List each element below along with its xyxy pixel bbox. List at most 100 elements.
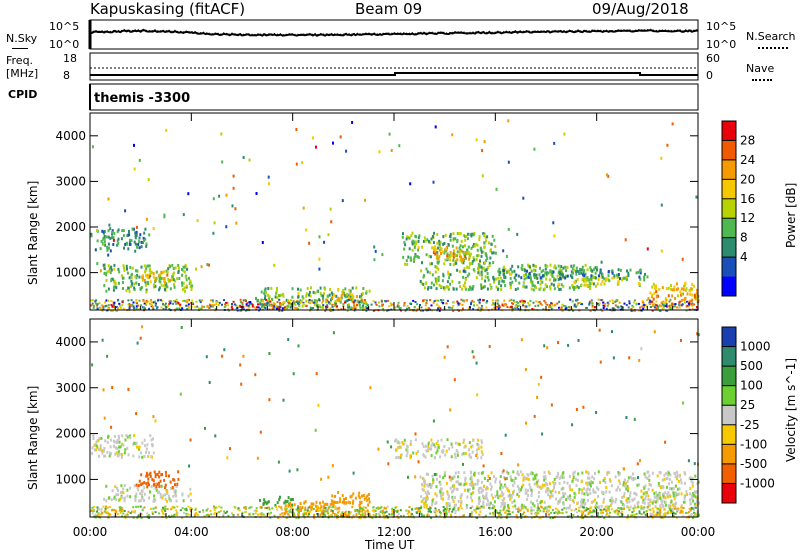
data-cell: [588, 488, 591, 492]
data-cell: [430, 454, 433, 458]
data-cell: [316, 289, 319, 293]
data-cell: [562, 502, 565, 506]
data-cell: [280, 506, 283, 510]
data-cell: [511, 264, 514, 268]
data-cell: [480, 283, 483, 287]
data-cell: [111, 489, 114, 493]
data-cell: [597, 505, 600, 509]
clutter-cell: [132, 306, 135, 309]
clutter-cell: [327, 514, 330, 517]
data-cell: [694, 474, 697, 478]
clutter-cell: [213, 513, 216, 516]
data-cell: [626, 500, 629, 504]
sparse-cell: [229, 447, 231, 451]
data-cell: [413, 245, 416, 249]
data-cell: [358, 509, 361, 513]
data-cell: [147, 481, 150, 485]
sparse-cell: [480, 250, 483, 254]
data-cell: [105, 289, 108, 293]
data-cell: [673, 471, 676, 475]
data-cell: [410, 234, 413, 238]
data-cell: [361, 494, 363, 498]
sparse-cell: [102, 242, 105, 246]
data-cell: [445, 502, 448, 506]
data-cell: [504, 485, 507, 488]
data-cell: [547, 271, 550, 275]
data-cell: [152, 451, 155, 455]
clutter-cell: [596, 506, 598, 509]
data-cell: [485, 494, 488, 498]
data-cell: [532, 477, 535, 481]
data-cell: [557, 285, 559, 288]
data-cell: [531, 502, 534, 506]
data-cell: [438, 248, 441, 252]
sparse-cell: [462, 269, 465, 273]
data-cell: [449, 238, 452, 242]
data-cell: [115, 286, 118, 290]
clutter-cell: [630, 514, 632, 517]
data-cell: [323, 505, 326, 509]
data-cell: [596, 268, 598, 272]
data-cell: [464, 234, 467, 238]
data-cell: [660, 502, 663, 506]
data-cell: [440, 252, 442, 255]
sparse-cell: [315, 372, 318, 376]
clutter-cell: [198, 307, 200, 310]
data-cell: [584, 502, 587, 505]
clutter-cell: [183, 299, 186, 302]
clutter-cell: [384, 511, 387, 514]
clutter-cell: [694, 513, 697, 516]
clutter-cell: [287, 513, 290, 516]
data-cell: [128, 233, 131, 237]
data-cell: [97, 439, 100, 443]
clutter-cell: [340, 515, 343, 517]
data-cell: [473, 471, 476, 475]
noise-right-tick-top: 10^5: [706, 20, 737, 33]
data-cell: [476, 482, 479, 486]
clutter-cell: [589, 309, 592, 312]
sparse-cell: [221, 354, 224, 358]
clutter-cell: [545, 303, 547, 306]
data-cell: [573, 286, 576, 290]
data-cell: [629, 494, 632, 498]
data-cell: [617, 280, 620, 284]
clutter-cell: [361, 306, 364, 309]
clutter-cell: [614, 509, 617, 512]
data-cell: [442, 274, 445, 278]
data-cell: [305, 299, 308, 303]
data-cell: [585, 488, 588, 492]
data-cell: [633, 491, 636, 495]
data-cell: [554, 278, 557, 282]
data-cell: [147, 455, 150, 458]
data-cell: [666, 477, 669, 480]
clutter-cell: [322, 304, 325, 307]
data-cell: [651, 488, 654, 492]
clutter-cell: [523, 300, 525, 303]
clutter-cell: [364, 506, 367, 509]
clutter-cell: [155, 506, 157, 509]
data-cell: [360, 297, 363, 301]
clutter-cell: [110, 300, 113, 303]
clutter-cell: [397, 306, 400, 309]
data-cell: [480, 450, 483, 454]
clutter-cell: [317, 510, 320, 512]
data-cell: [448, 494, 450, 498]
sparse-cell: [102, 388, 105, 392]
data-cell: [117, 450, 120, 454]
data-cell: [347, 296, 350, 300]
data-cell: [434, 277, 437, 281]
data-cell: [329, 287, 332, 291]
sparse-cell: [623, 467, 626, 471]
noise-left-tick-bottom: 10^0: [49, 38, 80, 51]
data-cell: [101, 229, 104, 233]
data-cell: [480, 480, 483, 484]
data-cell: [578, 487, 581, 491]
data-cell: [464, 238, 467, 242]
data-cell: [297, 295, 300, 299]
data-cell: [484, 252, 487, 256]
data-cell: [435, 281, 438, 285]
data-cell: [674, 484, 677, 488]
data-cell: [548, 472, 551, 475]
data-cell: [164, 493, 167, 497]
clutter-cell: [626, 516, 629, 519]
